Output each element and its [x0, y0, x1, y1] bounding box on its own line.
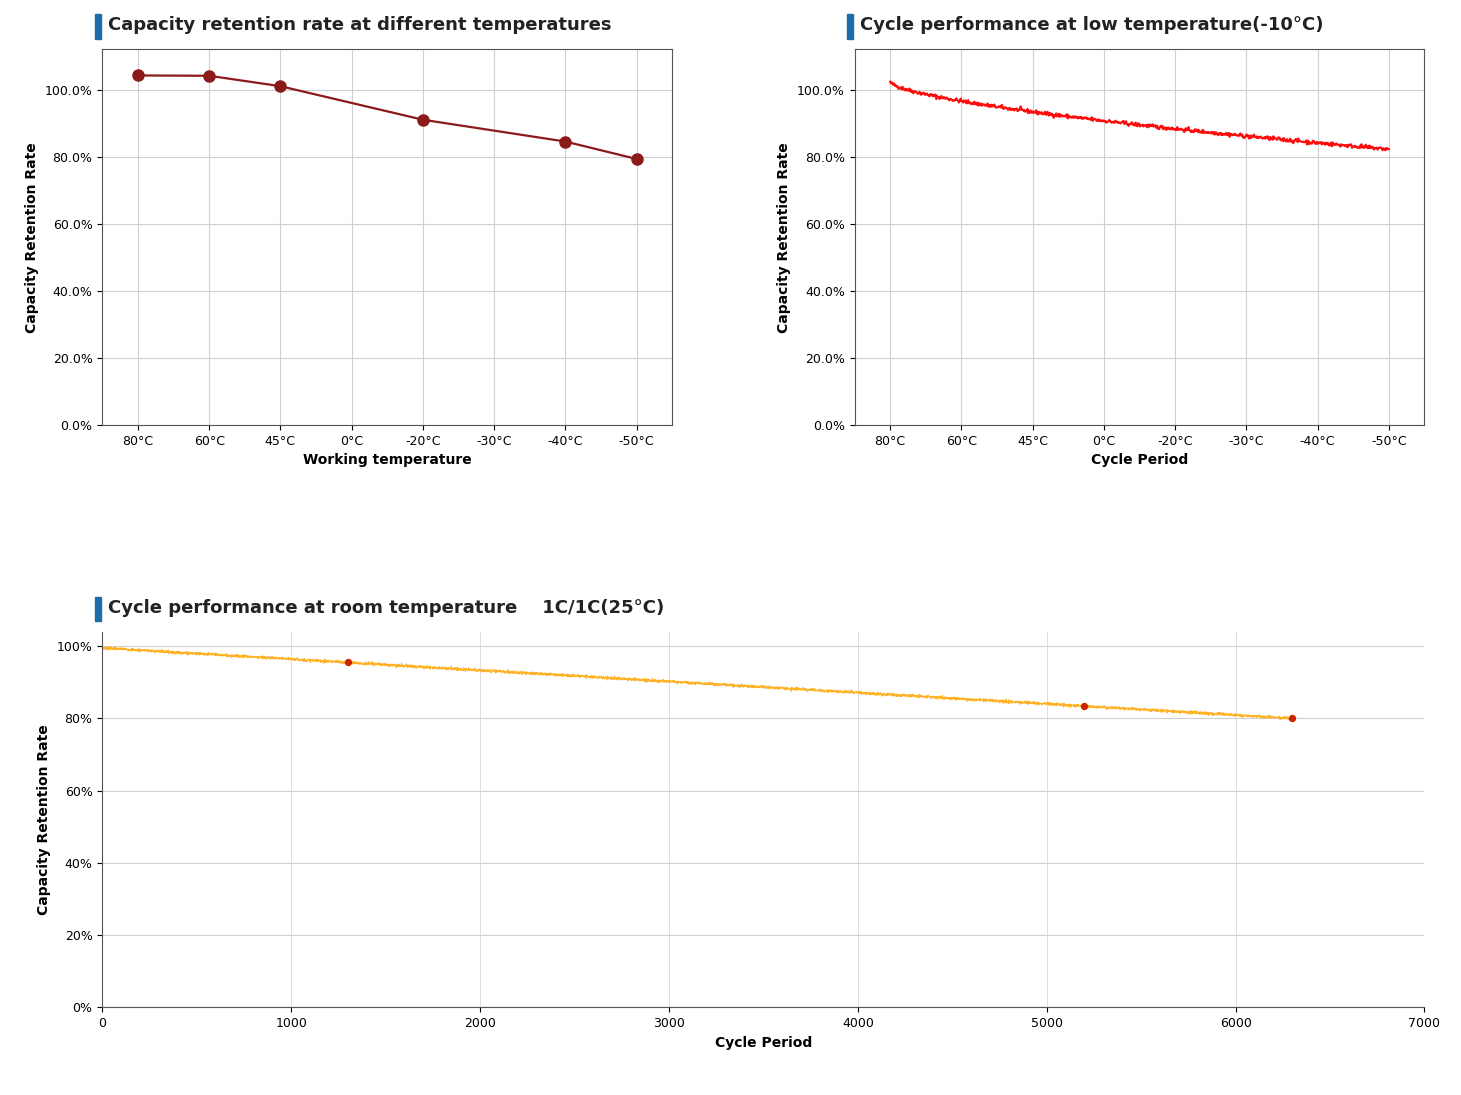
- Y-axis label: Capacity Retention Rate: Capacity Retention Rate: [25, 141, 39, 333]
- Point: [1281, 710, 1305, 727]
- X-axis label: Cycle Period: Cycle Period: [1091, 453, 1188, 468]
- Y-axis label: Capacity Retention Rate: Capacity Retention Rate: [777, 141, 792, 333]
- Point: [336, 654, 359, 671]
- Text: Cycle performance at room temperature    1C/1C(25°C): Cycle performance at room temperature 1C…: [108, 599, 665, 616]
- Text: Capacity retention rate at different temperatures: Capacity retention rate at different tem…: [108, 16, 612, 34]
- Point: [1072, 698, 1096, 715]
- Text: Cycle performance at low temperature(-10°C): Cycle performance at low temperature(-10…: [861, 16, 1324, 34]
- Y-axis label: Capacity Retention Rate: Capacity Retention Rate: [37, 724, 51, 915]
- X-axis label: Cycle Period: Cycle Period: [714, 1036, 812, 1050]
- X-axis label: Working temperature: Working temperature: [302, 453, 472, 468]
